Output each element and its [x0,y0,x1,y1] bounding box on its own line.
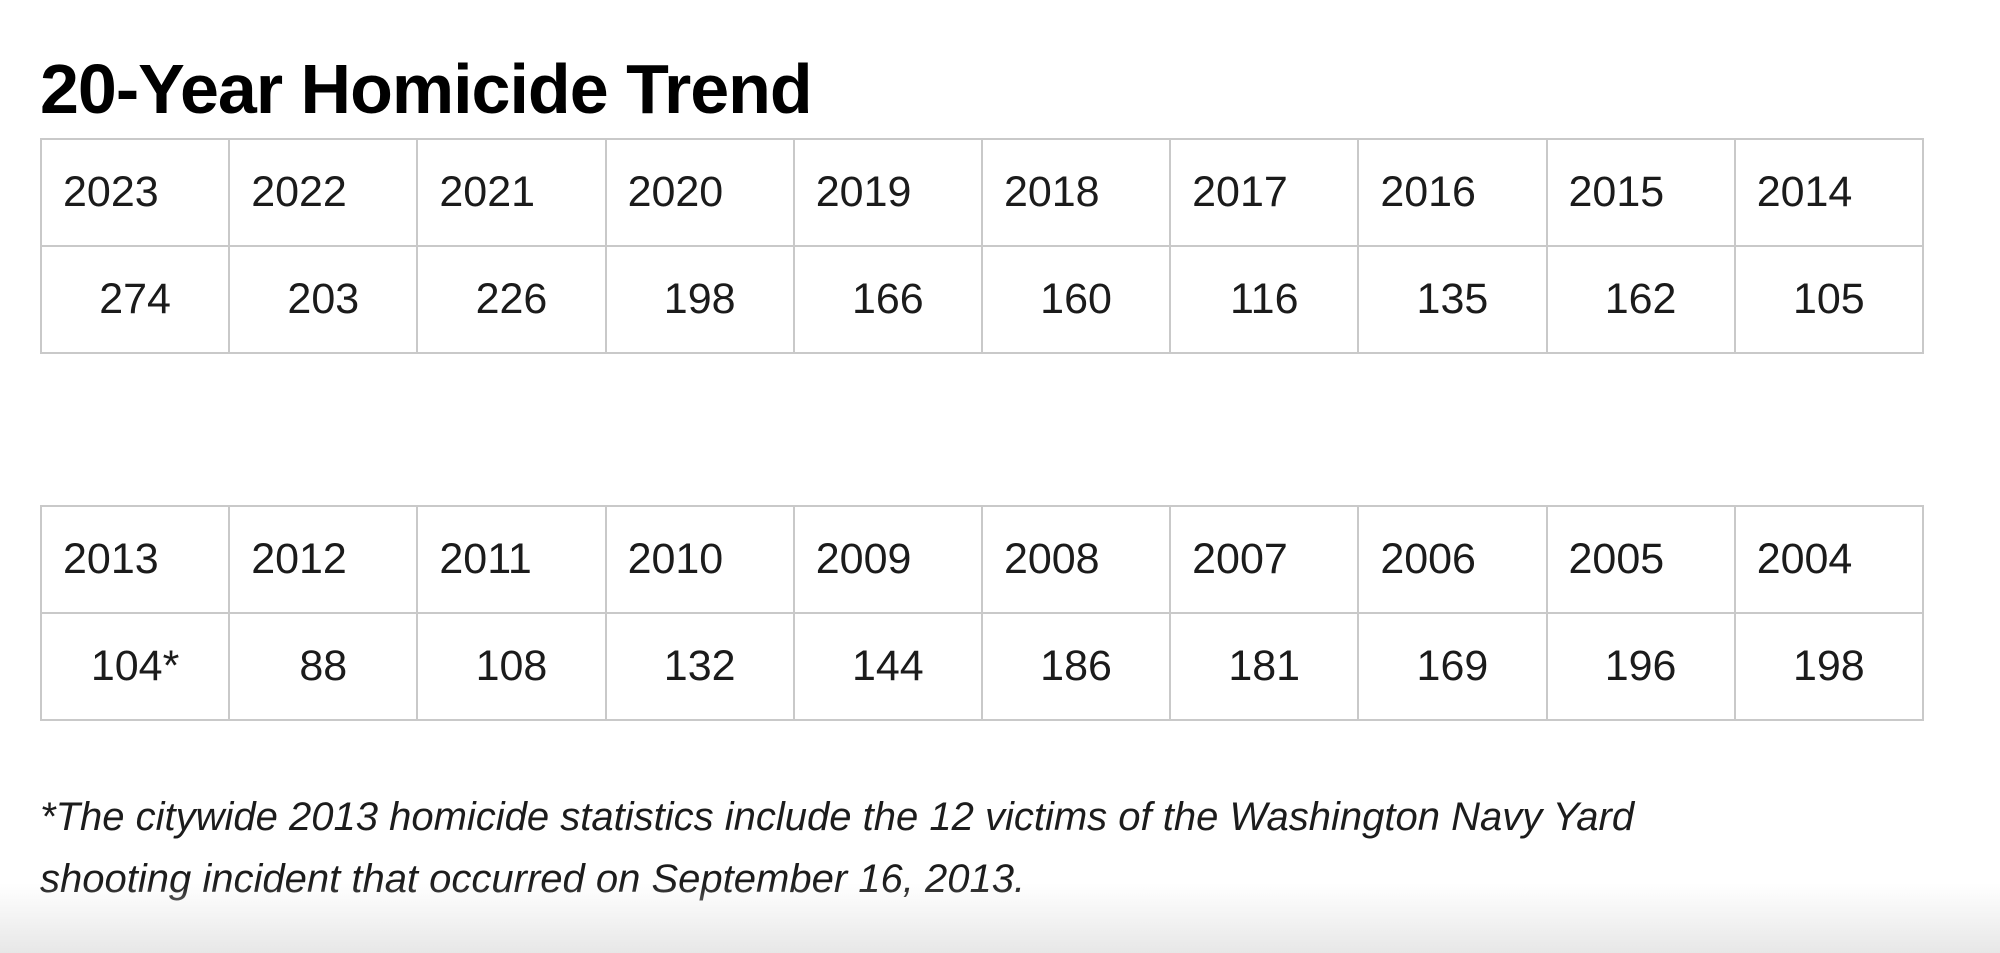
footnote-line-2: shooting incident that occurred on Septe… [40,857,1026,901]
value-cell: 166 [792,245,983,354]
value-cell: 203 [228,245,419,354]
year-cell: 2015 [1545,138,1736,247]
value-cell: 169 [1357,612,1548,721]
year-cell: 2017 [1169,138,1360,247]
value-cell: 226 [416,245,607,354]
value-cell: 105 [1733,245,1925,354]
value-row: 104* 88 108 132 144 186 181 169 196 198 [39,612,1925,721]
value-cell: 144 [792,612,983,721]
value-cell: 196 [1545,612,1736,721]
value-cell: 274 [39,245,231,354]
year-cell: 2019 [792,138,983,247]
year-cell: 2012 [228,505,419,614]
year-cell: 2022 [228,138,419,247]
value-cell: 135 [1357,245,1548,354]
page-title: 20-Year Homicide Trend [40,49,813,128]
value-cell: 186 [980,612,1172,721]
year-header-row: 2023 2022 2021 2020 2019 2018 2017 2016 2015 2014 [39,138,1925,247]
year-cell: 2005 [1545,505,1736,614]
footnote: *The citywide 2013 homicide statistics i… [40,786,1940,910]
year-header-row: 2013 2012 2011 2010 2009 2008 2007 2006 2005 2004 [39,505,1925,614]
value-cell: 160 [980,245,1172,354]
year-cell: 2011 [416,505,607,614]
year-cell: 2021 [416,138,607,247]
year-cell: 2006 [1357,505,1548,614]
year-cell: 2004 [1733,505,1925,614]
value-row: 274 203 226 198 166 160 116 135 162 105 [39,245,1925,354]
year-cell: 2014 [1733,138,1925,247]
homicide-table-2004-2013: 2013 2012 2011 2010 2009 2008 2007 2006 2005 2004… [39,505,1925,721]
footnote-line-1: *The citywide 2013 homicide statistics i… [40,795,1635,839]
value-cell: 132 [604,612,795,721]
value-cell: 88 [228,612,419,721]
value-cell: 198 [604,245,795,354]
year-cell: 2007 [1169,505,1360,614]
year-cell: 2009 [792,505,983,614]
value-cell: 104* [39,612,231,721]
year-cell: 2020 [604,138,795,247]
year-cell: 2008 [980,505,1172,614]
homicide-table-2014-2023: 2023 2022 2021 2020 2019 2018 2017 2016 2015 2014… [39,138,1925,354]
year-cell: 2023 [39,138,231,247]
year-cell: 2013 [39,505,231,614]
value-cell: 162 [1545,245,1736,354]
value-cell: 116 [1169,245,1360,354]
year-cell: 2018 [980,138,1172,247]
year-cell: 2016 [1357,138,1548,247]
year-cell: 2010 [604,505,795,614]
value-cell: 181 [1169,612,1360,721]
value-cell: 108 [416,612,607,721]
value-cell: 198 [1733,612,1925,721]
